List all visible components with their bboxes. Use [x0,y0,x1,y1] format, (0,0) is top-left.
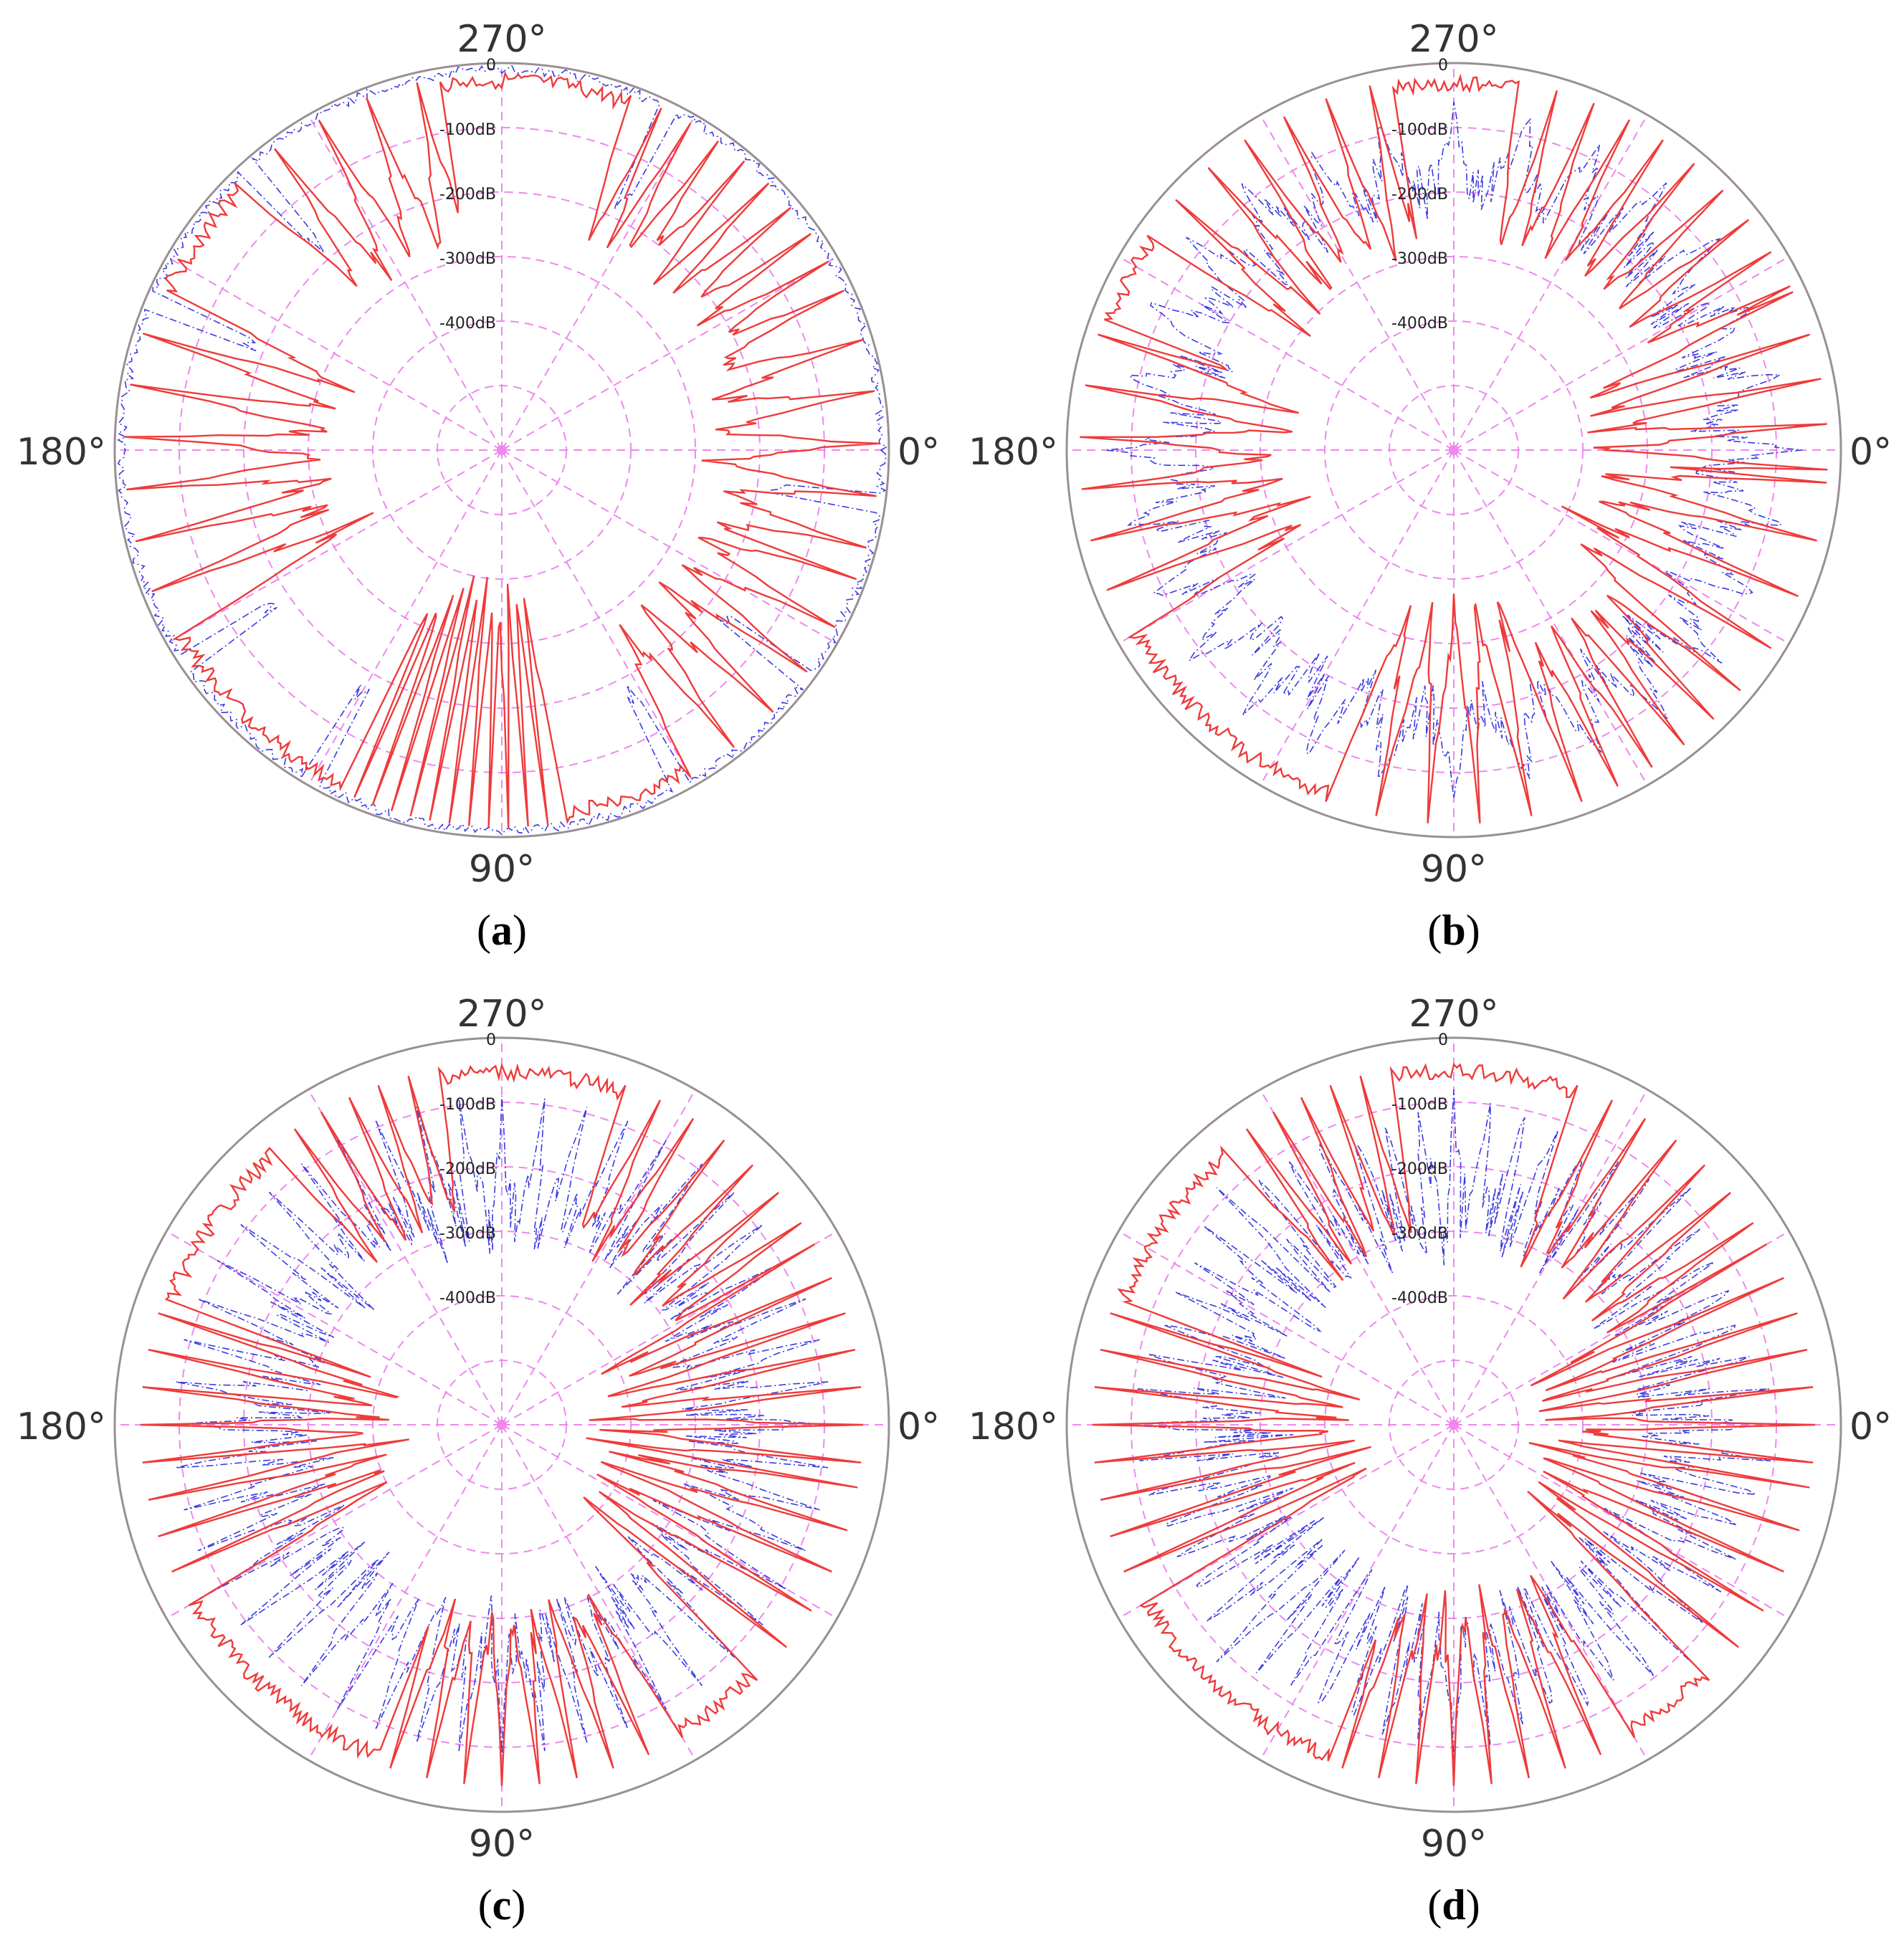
panel-caption: (a) [477,907,527,954]
radial-tick-label: -400dB [1391,1289,1448,1307]
panel-caption: (b) [1427,907,1480,954]
red-series-line [1092,1062,1816,1787]
radial-tick-label: 0 [486,57,496,75]
grid-spoke [1260,114,1455,451]
grid-spoke [1260,1424,1455,1761]
angle-tick-label: 0° [898,431,940,474]
angle-tick-label: 270° [1409,18,1498,61]
grid-spoke [1453,1424,1648,1761]
angle-tick-label: 270° [457,18,546,61]
radial-tick-label: -400dB [439,1289,496,1307]
grid-spoke [1453,256,1790,451]
polar-chart-svg: 0 -100dB -200dB -300dB -400dB 0° 90° 180° 270° (d… [968,993,1892,1929]
outer-circle [1065,62,1842,839]
radial-tick-label: -300dB [439,250,496,268]
outer-circle [113,1036,890,1813]
panel-caption: (c) [478,1881,526,1929]
angle-tick-label: 180° [16,1405,106,1448]
outer-circle [1065,1036,1842,1813]
radial-tick-label: -200dB [439,1160,496,1178]
radial-tick-label: -100dB [439,1096,496,1114]
grid-spoke [308,449,503,786]
polar-chart-panel: 0 -100dB -200dB -300dB -400dB 0° 90° 180° 270° (a… [0,0,952,975]
center-marker [1449,445,1459,455]
grid-spoke [166,449,503,644]
radial-tick-label: -100dB [1391,1096,1448,1114]
outer-circle [113,62,890,839]
grid-spoke [1118,1231,1455,1426]
grid-spoke [166,256,503,451]
angle-tick-label: 90° [1421,1823,1487,1866]
center-marker [1449,1420,1459,1430]
radial-tick-label: -100dB [439,121,496,139]
polar-chart-svg: 0 -100dB -200dB -300dB -400dB 0° 90° 180° 270° (a… [16,18,940,954]
angle-tick-label: 90° [469,1823,535,1866]
radial-tick-label: -400dB [1391,315,1448,333]
radial-tick-label: -300dB [439,1225,496,1243]
grid-spoke [308,114,503,451]
grid-spoke [1453,449,1790,644]
radial-tick-label: 0 [1438,57,1448,75]
grid-spoke [501,114,696,451]
angle-tick-label: 0° [898,1405,940,1448]
radial-tick-label: -300dB [1391,250,1448,268]
polar-chart-panel: 0 -100dB -200dB -300dB -400dB 0° 90° 180° 270° (c… [0,975,952,1949]
grid-spoke [1118,449,1455,644]
center-marker [497,1420,507,1430]
blue-series-line [1105,101,1803,799]
red-series-line [1080,73,1828,823]
grid-spoke [1453,1089,1648,1426]
grid-spoke [1453,1424,1790,1619]
angle-tick-label: 90° [469,848,535,891]
polar-chart-svg: 0 -100dB -200dB -300dB -400dB 0° 90° 180° 270° (c… [16,993,940,1929]
radial-tick-label: 0 [486,1031,496,1049]
radial-tick-label: -200dB [439,186,496,204]
angle-tick-label: 180° [16,431,106,474]
red-series-line [140,1062,864,1787]
angle-tick-label: 270° [457,993,546,1036]
polar-chart-panel: 0 -100dB -200dB -300dB -400dB 0° 90° 180° 270° (b… [952,0,1904,975]
angle-tick-label: 180° [968,1405,1058,1448]
grid-spoke [1453,449,1648,786]
grid-spoke [501,449,838,644]
grid-spoke [501,449,696,786]
grid-spoke [1118,256,1455,451]
angle-tick-label: 0° [1850,431,1892,474]
angle-tick-label: 180° [968,431,1058,474]
panel-caption: (d) [1427,1881,1480,1929]
radial-tick-label: 0 [1438,1031,1448,1049]
angle-tick-label: 0° [1850,1405,1892,1448]
radial-tick-label: -400dB [439,315,496,333]
center-marker [497,445,507,455]
angle-tick-label: 270° [1409,993,1498,1036]
grid-spoke [1453,114,1648,451]
radial-tick-label: -200dB [1391,186,1448,204]
red-series-line [124,71,880,828]
grid-spoke [501,1089,696,1426]
polar-chart-panel: 0 -100dB -200dB -300dB -400dB 0° 90° 180° 270° (d… [952,975,1904,1949]
radial-tick-label: -100dB [1391,121,1448,139]
grid-spoke [1260,449,1455,786]
angle-tick-label: 90° [1421,848,1487,891]
polar-chart-svg: 0 -100dB -200dB -300dB -400dB 0° 90° 180° 270° (b… [968,18,1892,954]
grid-spoke [1260,1089,1455,1426]
grid-spoke [501,256,838,451]
blue-series-line [116,65,889,836]
radial-tick-label: -300dB [1391,1225,1448,1243]
radial-tick-label: -200dB [1391,1160,1448,1178]
